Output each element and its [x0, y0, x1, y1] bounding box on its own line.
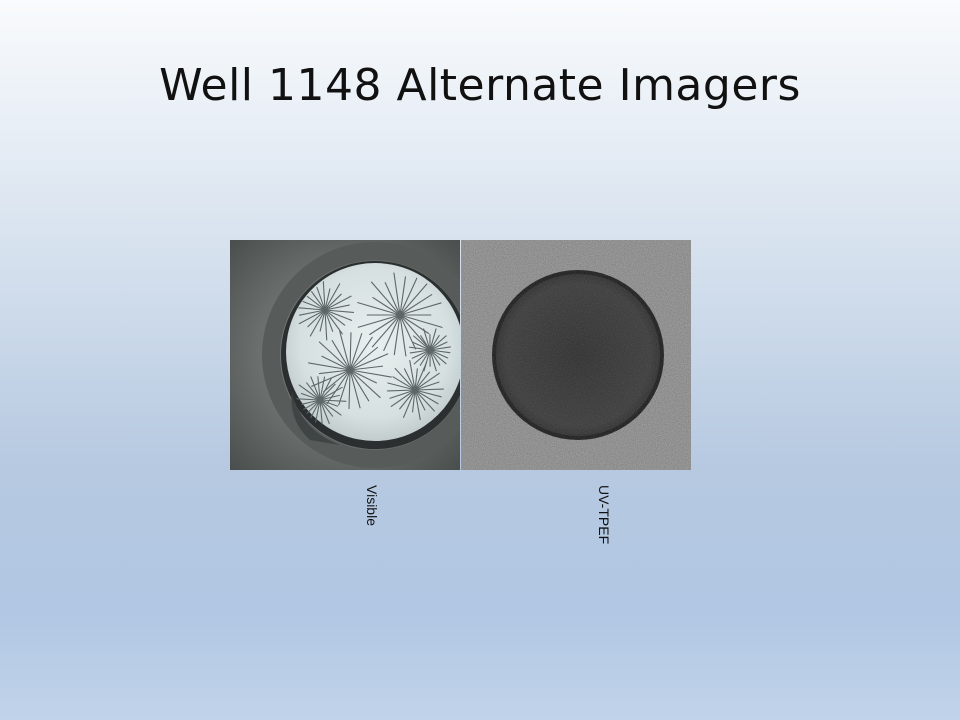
- crystal-well-visible-image: [230, 240, 460, 470]
- visible-caption: Visible: [364, 485, 380, 526]
- slide-title: Well 1148 Alternate Imagers: [159, 60, 801, 111]
- crystal-well-uv-image: [461, 240, 691, 470]
- uv-tpef-caption: UV-TPEF: [596, 485, 612, 545]
- visible-well-image: [230, 240, 460, 470]
- uv-tpef-well-image: [461, 240, 691, 470]
